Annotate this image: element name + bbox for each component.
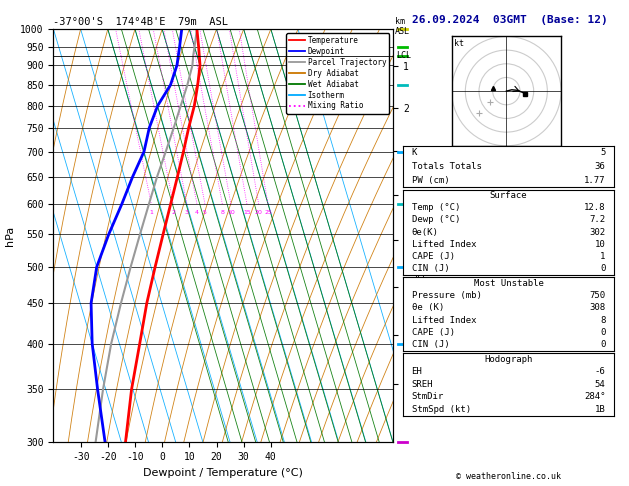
Text: 8: 8: [600, 315, 606, 325]
Text: θe(K): θe(K): [411, 227, 438, 237]
Text: Lifted Index: Lifted Index: [411, 240, 476, 249]
Text: CAPE (J): CAPE (J): [411, 328, 455, 337]
Text: kt: kt: [454, 39, 464, 48]
Text: 0: 0: [600, 340, 606, 349]
Text: Lifted Index: Lifted Index: [411, 315, 476, 325]
Text: CIN (J): CIN (J): [411, 340, 449, 349]
Text: © weatheronline.co.uk: © weatheronline.co.uk: [456, 472, 560, 481]
Text: 1: 1: [600, 252, 606, 261]
Y-axis label: Mixing Ratio (g/kg): Mixing Ratio (g/kg): [415, 190, 425, 282]
Text: 1: 1: [150, 210, 153, 215]
Text: 1.77: 1.77: [584, 176, 606, 185]
Text: 1B: 1B: [595, 405, 606, 414]
Text: 8: 8: [220, 210, 225, 215]
Text: 5: 5: [600, 148, 606, 157]
Text: 0: 0: [600, 328, 606, 337]
Text: 54: 54: [595, 380, 606, 389]
Text: EH: EH: [411, 367, 422, 377]
Text: Pressure (mb): Pressure (mb): [411, 291, 481, 300]
Text: 3: 3: [185, 210, 189, 215]
Text: -37°00'S  174°4B'E  79m  ASL: -37°00'S 174°4B'E 79m ASL: [53, 17, 228, 27]
Text: 36: 36: [595, 162, 606, 171]
Text: km
ASL: km ASL: [395, 17, 410, 36]
Text: -6: -6: [595, 367, 606, 377]
Text: 20: 20: [255, 210, 263, 215]
Text: 10: 10: [227, 210, 235, 215]
Text: 308: 308: [589, 303, 606, 312]
Text: Most Unstable: Most Unstable: [474, 278, 543, 288]
Text: 25: 25: [264, 210, 272, 215]
Text: Temp (°C): Temp (°C): [411, 203, 460, 212]
Text: CIN (J): CIN (J): [411, 264, 449, 273]
Text: 750: 750: [589, 291, 606, 300]
Y-axis label: hPa: hPa: [4, 226, 14, 246]
Legend: Temperature, Dewpoint, Parcel Trajectory, Dry Adiabat, Wet Adiabat, Isotherm, Mi: Temperature, Dewpoint, Parcel Trajectory…: [286, 33, 389, 114]
Text: Surface: Surface: [490, 191, 527, 200]
Text: 0: 0: [600, 264, 606, 273]
Text: StmDir: StmDir: [411, 392, 444, 401]
Text: 15: 15: [243, 210, 251, 215]
Text: 284°: 284°: [584, 392, 606, 401]
Text: 302: 302: [589, 227, 606, 237]
Text: 5: 5: [203, 210, 207, 215]
Text: CAPE (J): CAPE (J): [411, 252, 455, 261]
X-axis label: Dewpoint / Temperature (°C): Dewpoint / Temperature (°C): [143, 468, 303, 478]
Text: 7.2: 7.2: [589, 215, 606, 225]
Text: Dewp (°C): Dewp (°C): [411, 215, 460, 225]
Text: StmSpd (kt): StmSpd (kt): [411, 405, 470, 414]
Text: Hodograph: Hodograph: [484, 355, 533, 364]
Text: K: K: [411, 148, 417, 157]
Text: 10: 10: [595, 240, 606, 249]
Text: 26.09.2024  03GMT  (Base: 12): 26.09.2024 03GMT (Base: 12): [411, 15, 608, 25]
Text: SREH: SREH: [411, 380, 433, 389]
Text: 12.8: 12.8: [584, 203, 606, 212]
Text: Totals Totals: Totals Totals: [411, 162, 481, 171]
Text: θe (K): θe (K): [411, 303, 444, 312]
Text: 2: 2: [171, 210, 175, 215]
Text: PW (cm): PW (cm): [411, 176, 449, 185]
Text: LCL: LCL: [396, 52, 411, 60]
Text: 4: 4: [195, 210, 199, 215]
